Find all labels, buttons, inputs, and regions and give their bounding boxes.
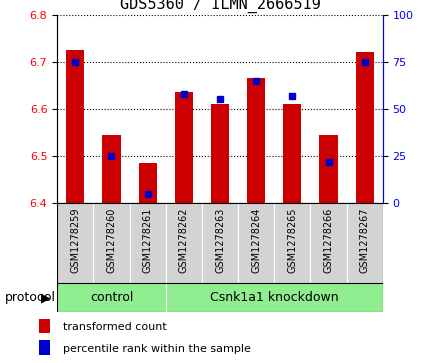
Text: protocol: protocol bbox=[4, 291, 55, 304]
Text: ▶: ▶ bbox=[41, 291, 51, 304]
Text: GSM1278263: GSM1278263 bbox=[215, 207, 225, 273]
Bar bbox=[57, 283, 166, 312]
Text: GSM1278259: GSM1278259 bbox=[70, 207, 80, 273]
Bar bbox=[66, 50, 84, 203]
Text: percentile rank within the sample: percentile rank within the sample bbox=[63, 343, 251, 354]
Bar bbox=[202, 203, 238, 283]
Text: GSM1278267: GSM1278267 bbox=[360, 207, 370, 273]
Bar bbox=[247, 78, 265, 203]
Text: GSM1278265: GSM1278265 bbox=[287, 207, 297, 273]
Bar bbox=[166, 203, 202, 283]
Text: GSM1278262: GSM1278262 bbox=[179, 207, 189, 273]
Bar bbox=[274, 203, 311, 283]
Bar bbox=[57, 203, 93, 283]
Text: GSM1278261: GSM1278261 bbox=[143, 207, 153, 273]
Text: GSM1278260: GSM1278260 bbox=[106, 207, 117, 273]
Bar bbox=[238, 203, 274, 283]
Bar bbox=[283, 104, 301, 203]
Text: Csnk1a1 knockdown: Csnk1a1 knockdown bbox=[210, 291, 338, 304]
Bar bbox=[139, 163, 157, 203]
Bar bbox=[39, 319, 50, 333]
Bar bbox=[103, 135, 121, 203]
Bar bbox=[319, 135, 337, 203]
Bar bbox=[129, 203, 166, 283]
Bar bbox=[39, 340, 50, 355]
Bar bbox=[347, 203, 383, 283]
Text: transformed count: transformed count bbox=[63, 322, 167, 332]
Bar bbox=[211, 104, 229, 203]
Bar bbox=[356, 52, 374, 203]
Bar bbox=[93, 203, 129, 283]
Bar bbox=[175, 92, 193, 203]
Text: GSM1278266: GSM1278266 bbox=[323, 207, 334, 273]
Bar bbox=[311, 203, 347, 283]
Text: control: control bbox=[90, 291, 133, 304]
Text: GSM1278264: GSM1278264 bbox=[251, 207, 261, 273]
Bar bbox=[166, 283, 383, 312]
Title: GDS5360 / ILMN_2666519: GDS5360 / ILMN_2666519 bbox=[120, 0, 320, 13]
